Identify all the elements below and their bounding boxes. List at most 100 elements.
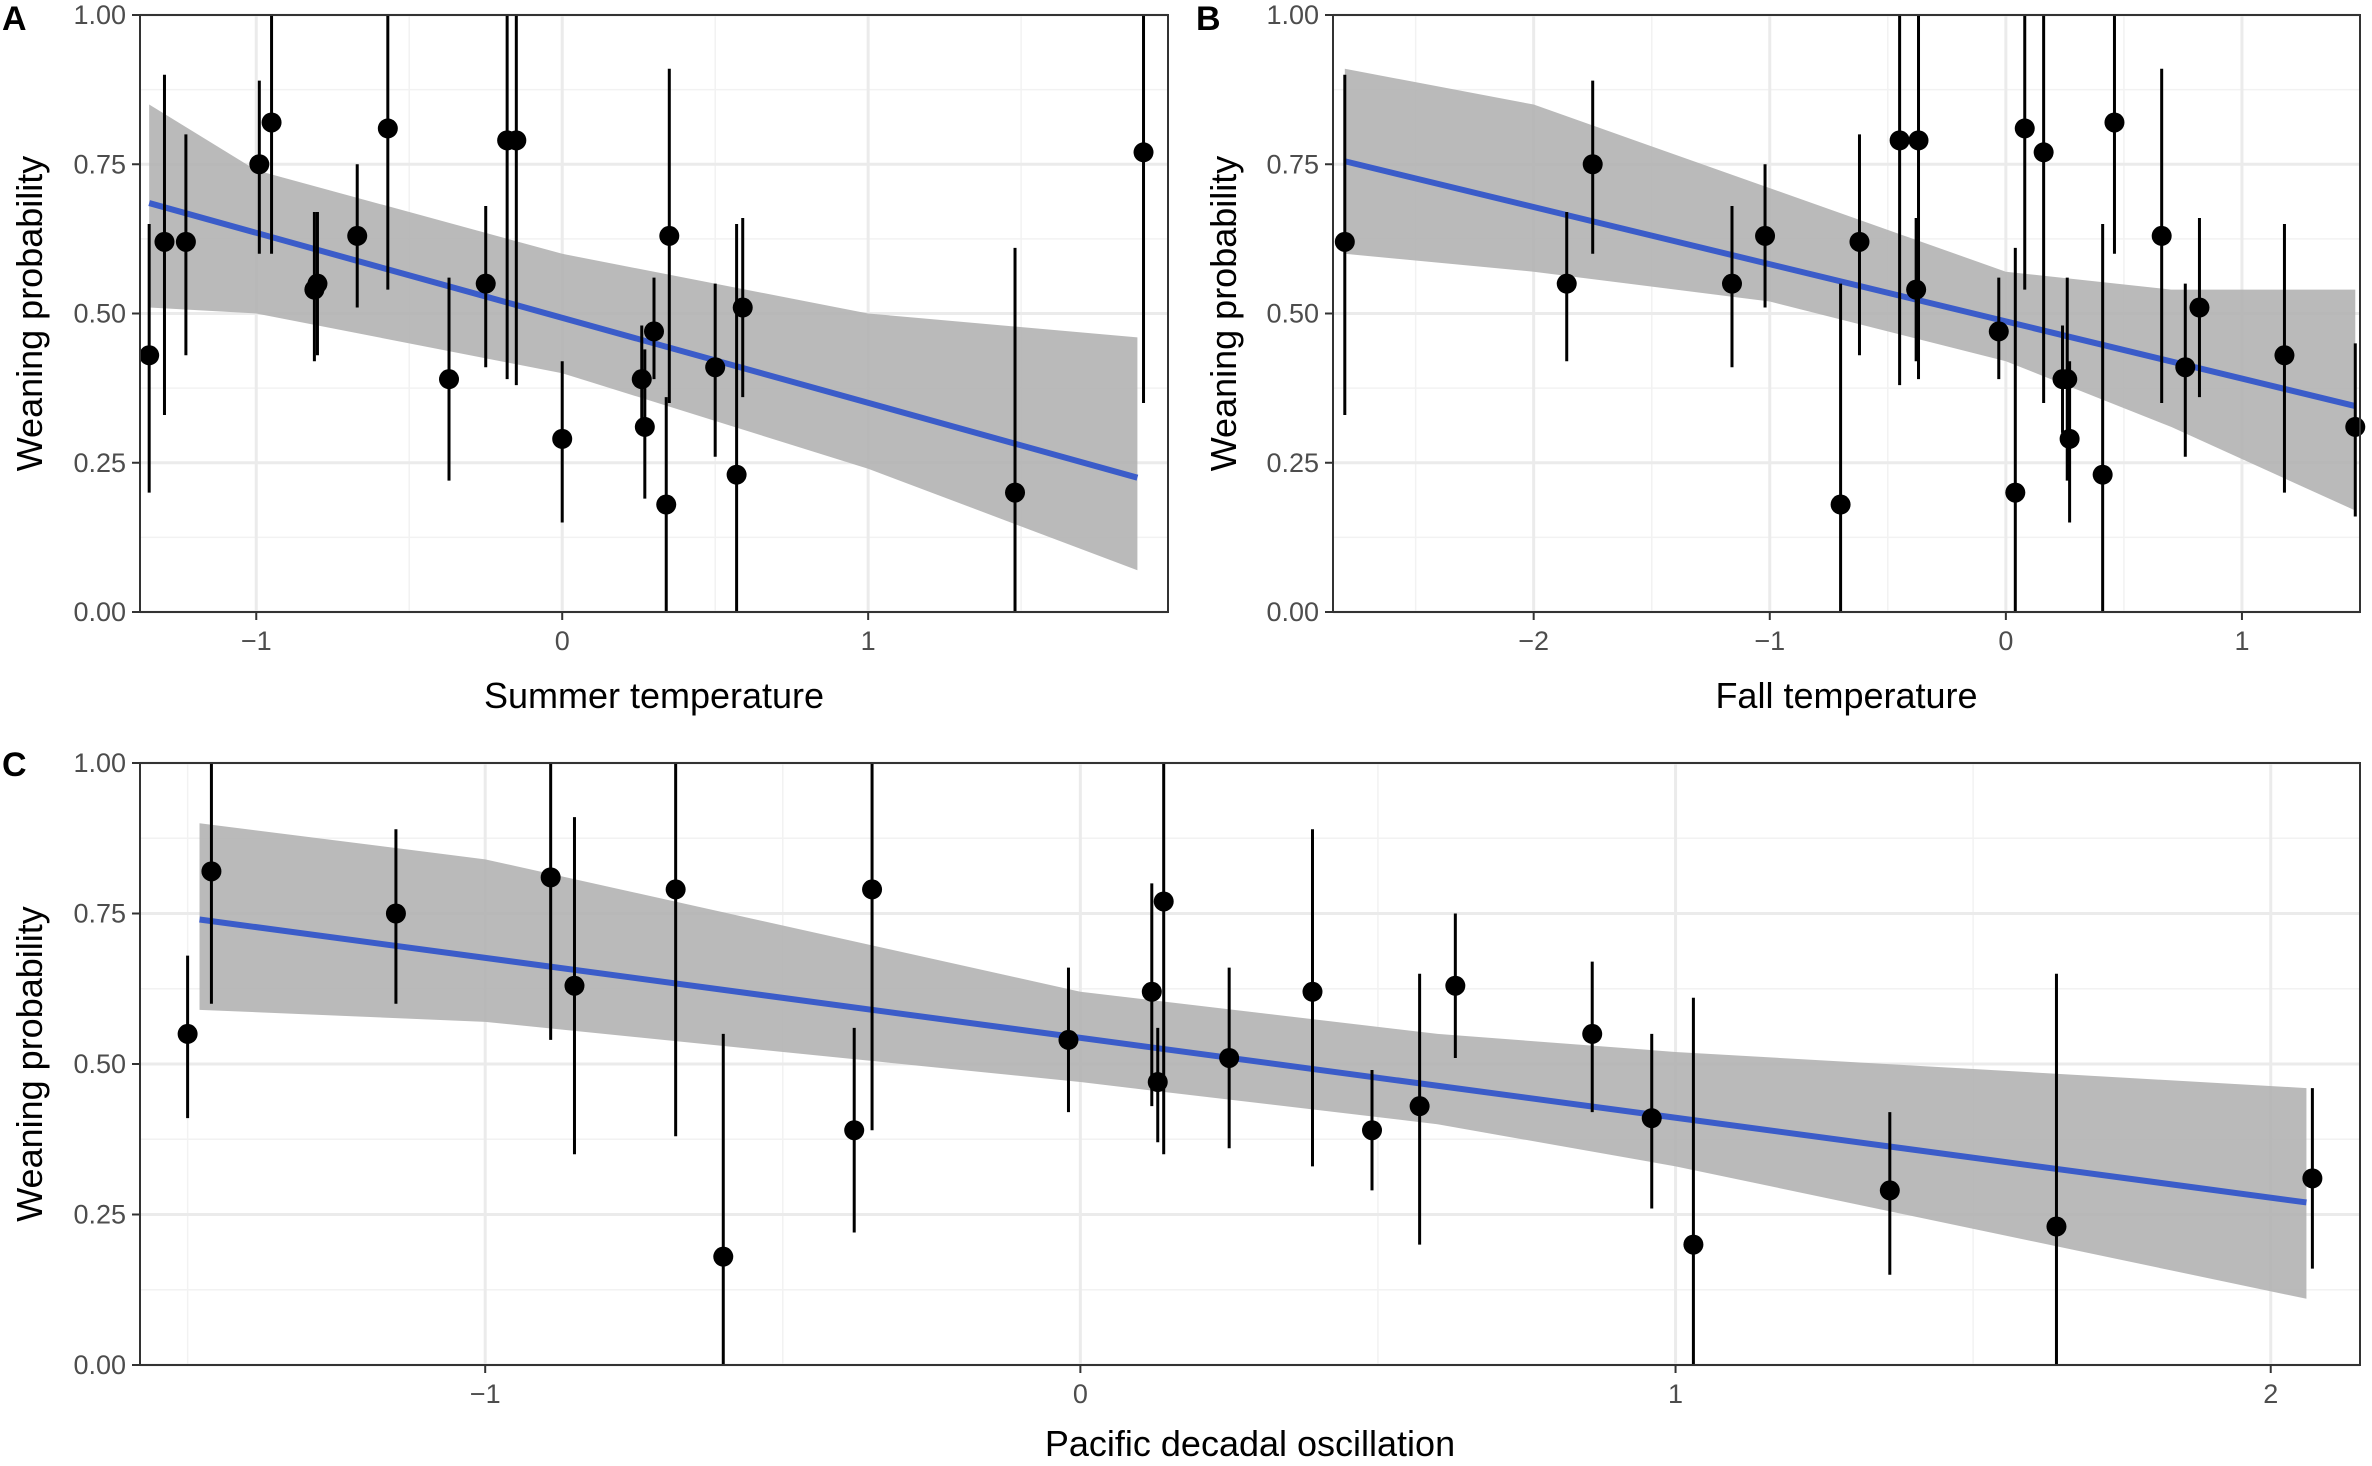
y-tick-label: 0.75 — [73, 149, 126, 179]
y-tick-label: 0.00 — [1266, 597, 1319, 627]
data-point — [139, 345, 160, 366]
data-point — [1147, 1072, 1168, 1093]
data-point — [201, 861, 222, 882]
data-point — [552, 428, 573, 449]
data-point — [1582, 1023, 1603, 1044]
data-point — [732, 297, 753, 318]
data-point — [1005, 482, 1026, 503]
data-point — [564, 975, 585, 996]
data-point — [540, 867, 561, 888]
y-tick-label: 0.75 — [1266, 149, 1319, 179]
data-point — [1906, 279, 1927, 300]
data-point — [2175, 357, 2196, 378]
data-point — [1641, 1108, 1662, 1129]
data-point — [2046, 1216, 2067, 1237]
data-point — [1683, 1234, 1704, 1255]
data-point — [1582, 154, 1603, 175]
data-point — [1908, 130, 1929, 151]
data-point — [726, 464, 747, 485]
x-tick-label: −1 — [470, 1379, 501, 1409]
data-point — [705, 357, 726, 378]
data-point — [1153, 891, 1174, 912]
data-point — [1830, 494, 1851, 515]
data-point — [2104, 112, 2125, 133]
panel-c: −1 0 1 2 0.00 0.25 0.50 0.75 1.00 Pacific decadal… — [9, 748, 2361, 1464]
data-point — [261, 112, 282, 133]
y-tick-label: 1.00 — [73, 748, 126, 778]
data-point — [1889, 130, 1910, 151]
data-point — [1721, 273, 1742, 294]
data-point — [713, 1246, 734, 1267]
panel-label-b: B — [1196, 0, 1221, 38]
data-point — [1879, 1180, 1900, 1201]
data-point — [506, 130, 527, 151]
data-point — [385, 903, 406, 924]
x-tick-label: 2 — [2263, 1379, 2278, 1409]
data-point — [665, 879, 686, 900]
x-tick-label: 1 — [861, 626, 876, 656]
y-axis-title: Weaning probability — [9, 156, 50, 472]
data-point — [1755, 225, 1776, 246]
data-point — [2302, 1168, 2323, 1189]
data-point — [2189, 297, 2210, 318]
x-tick-label: −1 — [241, 626, 272, 656]
data-point — [177, 1023, 198, 1044]
data-point — [154, 231, 175, 252]
data-point — [631, 369, 652, 390]
data-point — [659, 225, 680, 246]
panel-label-a: A — [2, 0, 27, 38]
data-point — [1445, 975, 1466, 996]
data-point — [249, 154, 270, 175]
y-tick-label: 1.00 — [1266, 0, 1319, 30]
y-tick-label: 0.00 — [73, 597, 126, 627]
x-tick-label: 1 — [1668, 1379, 1683, 1409]
data-point — [644, 321, 664, 342]
data-point — [1334, 231, 1355, 252]
x-tick-label: 0 — [555, 626, 570, 656]
x-tick-label: −1 — [1754, 626, 1785, 656]
y-tick-label: 0.75 — [73, 899, 126, 929]
x-tick-label: 0 — [1998, 626, 2013, 656]
data-point — [634, 416, 655, 437]
data-point — [1988, 321, 2009, 342]
data-point — [1409, 1096, 1430, 1117]
y-tick-label: 0.25 — [73, 448, 126, 478]
y-tick-label: 1.00 — [73, 0, 126, 30]
x-axis-title: Pacific decadal oscillation — [1045, 1423, 1455, 1464]
data-point — [1133, 142, 1154, 163]
x-tick-label: 0 — [1073, 1379, 1088, 1409]
data-point — [377, 118, 398, 139]
panel-a: −1 0 1 0.00 0.25 0.50 0.75 1.00 Summer temperatu… — [9, 0, 1169, 716]
confidence-ribbon — [1344, 68, 2356, 511]
data-point — [862, 879, 883, 900]
data-point — [2092, 464, 2113, 485]
data-point — [2059, 428, 2080, 449]
data-point — [1058, 1029, 1079, 1050]
data-point — [475, 273, 496, 294]
x-axis-title: Fall temperature — [1715, 675, 1977, 716]
data-point — [1556, 273, 1577, 294]
data-point — [175, 231, 196, 252]
data-point — [307, 273, 328, 294]
data-point — [2005, 482, 2026, 503]
y-axis-title: Weaning probability — [1203, 156, 1244, 472]
x-axis-title: Summer temperature — [484, 675, 824, 716]
data-point — [1362, 1120, 1383, 1141]
data-point — [2057, 369, 2078, 390]
y-tick-label: 0.25 — [1266, 448, 1319, 478]
data-point — [2033, 142, 2054, 163]
panel-b: −2 −1 0 1 0.00 0.25 0.50 0.75 1.00 Fall temperatu… — [1203, 0, 2366, 716]
data-point — [1219, 1047, 1240, 1068]
data-point — [1141, 981, 1162, 1002]
data-point — [2151, 225, 2172, 246]
data-point — [1849, 231, 1870, 252]
data-point — [347, 225, 368, 246]
y-tick-label: 0.50 — [73, 299, 126, 329]
x-tick-label: −2 — [1518, 626, 1549, 656]
data-point — [656, 494, 677, 515]
data-point — [2274, 345, 2295, 366]
y-tick-label: 0.00 — [73, 1350, 126, 1380]
data-point — [2345, 416, 2366, 437]
data-point — [844, 1120, 865, 1141]
